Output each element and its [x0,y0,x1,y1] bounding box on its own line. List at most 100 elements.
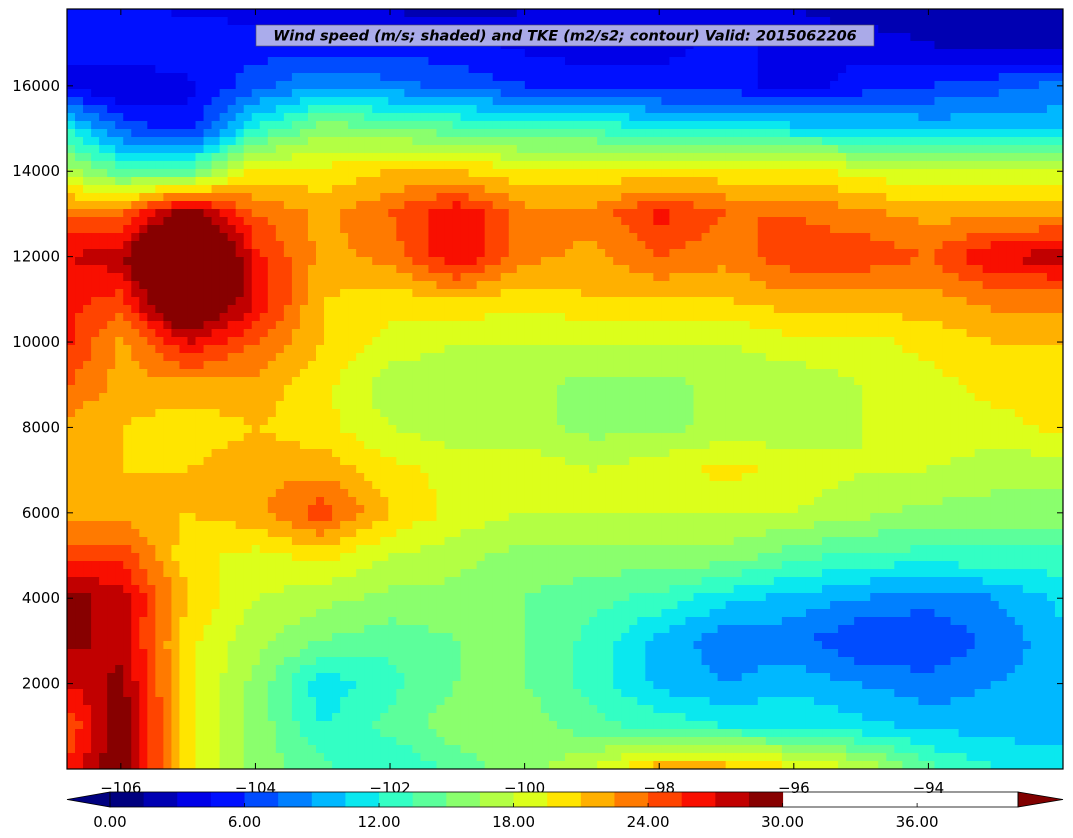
heatmap-cell [187,313,197,322]
heatmap-cell [942,145,952,154]
heatmap-cell [332,177,341,186]
heatmap-cell [822,281,831,290]
heatmap-cell [757,321,767,330]
heatmap-cell [227,145,237,154]
heatmap-cell [741,129,751,138]
heatmap-cell [645,289,654,298]
heatmap-cell [548,161,558,170]
heatmap-cell [171,201,181,210]
heatmap-cell [1046,9,1056,18]
heatmap-cell [846,313,855,322]
heatmap-cell [797,113,807,122]
heatmap-cell [348,305,357,314]
heatmap-cell [701,145,711,154]
heatmap-cell [894,241,903,250]
heatmap-cell [581,217,590,226]
heatmap-cell [773,49,783,58]
heatmap-cell [1038,121,1048,130]
heatmap-cell [83,9,92,18]
heatmap-cell [621,289,630,298]
heatmap-cell [139,105,148,114]
heatmap-cell [822,17,831,26]
heatmap-cell [653,81,662,90]
heatmap-cell [1022,89,1032,98]
heatmap-cell [380,177,389,186]
heatmap-cell [372,73,381,82]
heatmap-cell [1054,305,1063,314]
heatmap-cell [372,17,381,26]
heatmap-cell [573,257,582,266]
heatmap-cell [709,241,719,250]
heatmap-cell [950,281,960,290]
heatmap-cell [621,225,630,234]
heatmap-cell [886,217,895,226]
heatmap-cell [814,113,823,122]
heatmap-cell [243,57,253,66]
heatmap-cell [203,281,213,290]
heatmap-cell [163,17,173,26]
heatmap-cell [1014,89,1024,98]
heatmap-cell [428,57,438,66]
heatmap-cell [717,57,727,66]
heatmap-cell [1038,233,1048,242]
heatmap-cell [500,201,510,210]
heatmap-cell [75,25,84,34]
heatmap-cell [1022,241,1032,250]
heatmap-cell [187,305,197,314]
heatmap-cell [1014,65,1024,74]
heatmap-cell [324,121,333,130]
heatmap-cell [805,161,815,170]
heatmap-cell [460,289,470,298]
heatmap-cell [532,89,542,98]
heatmap-cell [107,241,116,250]
heatmap-cell [340,249,349,258]
heatmap-cell [67,113,76,122]
heatmap-cell [275,73,285,82]
heatmap-cell [203,65,213,74]
heatmap-cell [886,137,895,146]
heatmap-cell [1046,225,1056,234]
heatmap-cell [701,17,711,26]
heatmap-cell [468,289,478,298]
heatmap-cell [741,281,751,290]
heatmap-cell [966,129,976,138]
heatmap-cell [267,161,277,170]
heatmap-cell [179,105,189,114]
heatmap-cell [123,89,132,98]
heatmap-cell [396,241,405,250]
heatmap-cell [669,9,679,18]
heatmap-cell [91,161,100,170]
heatmap-cell [765,49,775,58]
heatmap-cell [886,89,895,98]
heatmap-cell [356,9,365,18]
heatmap-cell [846,73,855,82]
heatmap-cell [99,113,108,122]
heatmap-cell [195,17,205,26]
heatmap-cell [524,145,534,154]
heatmap-cell [918,257,928,266]
heatmap-cell [251,177,261,186]
heatmap-cell [75,121,84,130]
heatmap-cell [500,81,510,90]
heatmap-cell [468,313,478,322]
heatmap-cell [838,193,847,202]
heatmap-cell [444,209,454,218]
heatmap-cell [773,9,783,18]
heatmap-cell [1046,57,1056,66]
heatmap-cell [781,145,791,154]
heatmap-cell [910,217,920,226]
heatmap-cell [420,137,430,146]
heatmap-cell [797,129,807,138]
heatmap-cell [452,289,462,298]
heatmap-cell [372,105,381,114]
heatmap-cell [894,313,903,322]
heatmap-cell [934,49,944,58]
heatmap-cell [805,193,815,202]
heatmap-cell [1006,105,1016,114]
heatmap-cell [532,241,542,250]
heatmap-cell [942,297,952,306]
heatmap-cell [797,209,807,218]
heatmap-cell [685,137,695,146]
heatmap-cell [99,17,108,26]
heatmap-cell [540,305,550,314]
